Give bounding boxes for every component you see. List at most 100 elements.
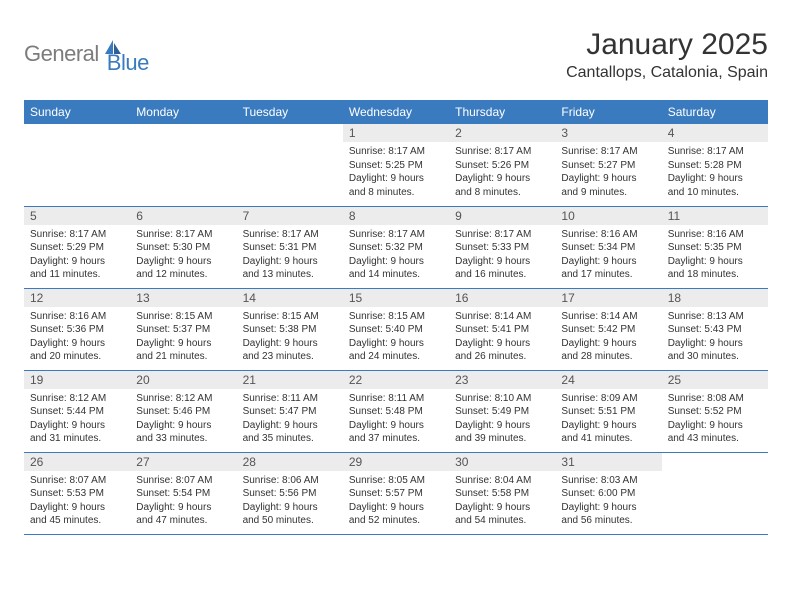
day-number: 2 [449,124,555,142]
day-number: 12 [24,289,130,307]
day-info: Sunrise: 8:11 AMSunset: 5:47 PMDaylight:… [237,389,343,450]
day-number: 7 [237,207,343,225]
calendar-day-cell [24,124,130,206]
calendar-week-row: 1Sunrise: 8:17 AMSunset: 5:25 PMDaylight… [24,124,768,206]
day-number: 1 [343,124,449,142]
calendar-day-cell: 1Sunrise: 8:17 AMSunset: 5:25 PMDaylight… [343,124,449,206]
day-number: 9 [449,207,555,225]
day-number: 30 [449,453,555,471]
day-info: Sunrise: 8:17 AMSunset: 5:26 PMDaylight:… [449,142,555,203]
calendar-week-row: 12Sunrise: 8:16 AMSunset: 5:36 PMDayligh… [24,288,768,370]
calendar-week-row: 26Sunrise: 8:07 AMSunset: 5:53 PMDayligh… [24,452,768,534]
day-number: 3 [555,124,661,142]
weekday-header: Monday [130,100,236,124]
day-info: Sunrise: 8:16 AMSunset: 5:34 PMDaylight:… [555,225,661,286]
day-info: Sunrise: 8:14 AMSunset: 5:41 PMDaylight:… [449,307,555,368]
calendar-day-cell: 30Sunrise: 8:04 AMSunset: 5:58 PMDayligh… [449,452,555,534]
calendar-day-cell: 9Sunrise: 8:17 AMSunset: 5:33 PMDaylight… [449,206,555,288]
calendar-day-cell: 17Sunrise: 8:14 AMSunset: 5:42 PMDayligh… [555,288,661,370]
calendar-day-cell: 7Sunrise: 8:17 AMSunset: 5:31 PMDaylight… [237,206,343,288]
calendar-week-row: 19Sunrise: 8:12 AMSunset: 5:44 PMDayligh… [24,370,768,452]
day-number: 22 [343,371,449,389]
day-number: 26 [24,453,130,471]
calendar-day-cell: 18Sunrise: 8:13 AMSunset: 5:43 PMDayligh… [662,288,768,370]
calendar-day-cell [237,124,343,206]
day-info: Sunrise: 8:15 AMSunset: 5:37 PMDaylight:… [130,307,236,368]
day-info: Sunrise: 8:17 AMSunset: 5:29 PMDaylight:… [24,225,130,286]
calendar-day-cell [662,452,768,534]
calendar-day-cell: 4Sunrise: 8:17 AMSunset: 5:28 PMDaylight… [662,124,768,206]
day-number: 21 [237,371,343,389]
day-info: Sunrise: 8:05 AMSunset: 5:57 PMDaylight:… [343,471,449,532]
day-number: 10 [555,207,661,225]
day-info: Sunrise: 8:07 AMSunset: 5:53 PMDaylight:… [24,471,130,532]
day-info: Sunrise: 8:17 AMSunset: 5:31 PMDaylight:… [237,225,343,286]
page-title: January 2025 [566,28,768,62]
calendar-day-cell: 29Sunrise: 8:05 AMSunset: 5:57 PMDayligh… [343,452,449,534]
weekday-header: Friday [555,100,661,124]
calendar-day-cell: 19Sunrise: 8:12 AMSunset: 5:44 PMDayligh… [24,370,130,452]
calendar-day-cell: 25Sunrise: 8:08 AMSunset: 5:52 PMDayligh… [662,370,768,452]
weekday-header: Thursday [449,100,555,124]
logo-text-blue: Blue [107,50,149,76]
day-info: Sunrise: 8:06 AMSunset: 5:56 PMDaylight:… [237,471,343,532]
day-number: 19 [24,371,130,389]
day-number: 29 [343,453,449,471]
day-number: 16 [449,289,555,307]
day-number: 25 [662,371,768,389]
day-info: Sunrise: 8:11 AMSunset: 5:48 PMDaylight:… [343,389,449,450]
calendar-day-cell: 13Sunrise: 8:15 AMSunset: 5:37 PMDayligh… [130,288,236,370]
day-info: Sunrise: 8:17 AMSunset: 5:33 PMDaylight:… [449,225,555,286]
day-number: 23 [449,371,555,389]
day-number: 5 [24,207,130,225]
calendar-week-row: 5Sunrise: 8:17 AMSunset: 5:29 PMDaylight… [24,206,768,288]
calendar-body: 1Sunrise: 8:17 AMSunset: 5:25 PMDaylight… [24,124,768,534]
day-info: Sunrise: 8:12 AMSunset: 5:46 PMDaylight:… [130,389,236,450]
day-info: Sunrise: 8:03 AMSunset: 6:00 PMDaylight:… [555,471,661,532]
calendar-day-cell: 6Sunrise: 8:17 AMSunset: 5:30 PMDaylight… [130,206,236,288]
day-number: 18 [662,289,768,307]
calendar-day-cell: 20Sunrise: 8:12 AMSunset: 5:46 PMDayligh… [130,370,236,452]
calendar-day-cell: 14Sunrise: 8:15 AMSunset: 5:38 PMDayligh… [237,288,343,370]
day-info: Sunrise: 8:17 AMSunset: 5:30 PMDaylight:… [130,225,236,286]
logo: General Blue [24,32,149,76]
day-number: 20 [130,371,236,389]
day-number: 13 [130,289,236,307]
calendar-day-cell: 10Sunrise: 8:16 AMSunset: 5:34 PMDayligh… [555,206,661,288]
day-info: Sunrise: 8:17 AMSunset: 5:27 PMDaylight:… [555,142,661,203]
weekday-header: Wednesday [343,100,449,124]
weekday-header: Tuesday [237,100,343,124]
day-info: Sunrise: 8:14 AMSunset: 5:42 PMDaylight:… [555,307,661,368]
calendar-day-cell: 26Sunrise: 8:07 AMSunset: 5:53 PMDayligh… [24,452,130,534]
calendar-day-cell: 21Sunrise: 8:11 AMSunset: 5:47 PMDayligh… [237,370,343,452]
day-info: Sunrise: 8:17 AMSunset: 5:28 PMDaylight:… [662,142,768,203]
day-info: Sunrise: 8:10 AMSunset: 5:49 PMDaylight:… [449,389,555,450]
day-info: Sunrise: 8:12 AMSunset: 5:44 PMDaylight:… [24,389,130,450]
day-info: Sunrise: 8:08 AMSunset: 5:52 PMDaylight:… [662,389,768,450]
calendar-day-cell: 23Sunrise: 8:10 AMSunset: 5:49 PMDayligh… [449,370,555,452]
day-info: Sunrise: 8:13 AMSunset: 5:43 PMDaylight:… [662,307,768,368]
calendar-day-cell: 15Sunrise: 8:15 AMSunset: 5:40 PMDayligh… [343,288,449,370]
day-info: Sunrise: 8:15 AMSunset: 5:40 PMDaylight:… [343,307,449,368]
day-info: Sunrise: 8:17 AMSunset: 5:32 PMDaylight:… [343,225,449,286]
logo-text-general: General [24,41,99,67]
day-number: 27 [130,453,236,471]
day-number: 11 [662,207,768,225]
day-number: 8 [343,207,449,225]
day-number: 17 [555,289,661,307]
calendar-day-cell: 2Sunrise: 8:17 AMSunset: 5:26 PMDaylight… [449,124,555,206]
day-number: 4 [662,124,768,142]
page-subtitle: Cantallops, Catalonia, Spain [566,64,768,82]
day-info: Sunrise: 8:16 AMSunset: 5:35 PMDaylight:… [662,225,768,286]
weekday-header: Saturday [662,100,768,124]
day-number: 28 [237,453,343,471]
calendar-day-cell: 27Sunrise: 8:07 AMSunset: 5:54 PMDayligh… [130,452,236,534]
calendar-day-cell: 22Sunrise: 8:11 AMSunset: 5:48 PMDayligh… [343,370,449,452]
day-info: Sunrise: 8:07 AMSunset: 5:54 PMDaylight:… [130,471,236,532]
calendar-day-cell: 16Sunrise: 8:14 AMSunset: 5:41 PMDayligh… [449,288,555,370]
day-info: Sunrise: 8:16 AMSunset: 5:36 PMDaylight:… [24,307,130,368]
calendar-day-cell: 12Sunrise: 8:16 AMSunset: 5:36 PMDayligh… [24,288,130,370]
weekday-header: Sunday [24,100,130,124]
calendar-day-cell: 8Sunrise: 8:17 AMSunset: 5:32 PMDaylight… [343,206,449,288]
header: General Blue January 2025 Cantallops, Ca… [24,28,768,82]
